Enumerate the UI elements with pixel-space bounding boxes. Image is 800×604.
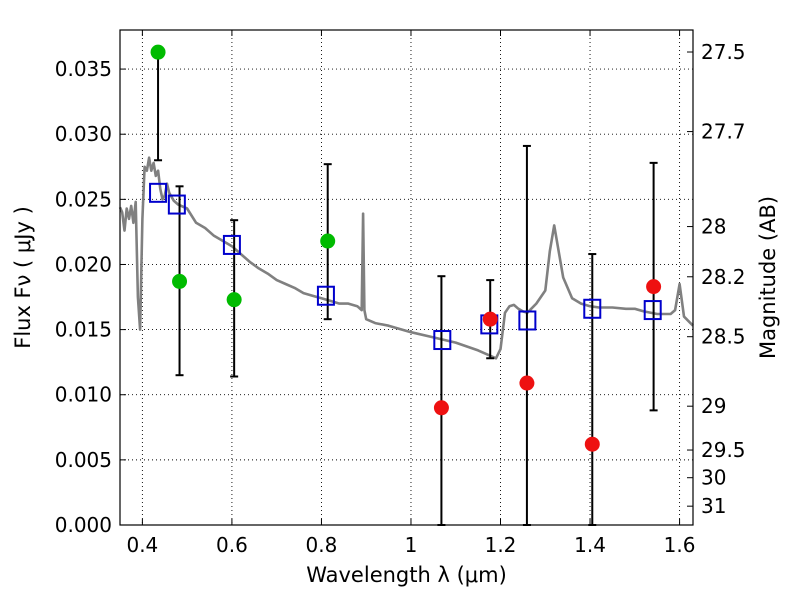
observed-points-layer <box>150 44 662 452</box>
x-tick-label: 1.2 <box>485 533 517 557</box>
y2-tick-label: 27.7 <box>701 120 746 144</box>
y2-tick-label: 29 <box>701 394 726 418</box>
y-tick-label: 0.020 <box>55 252 112 276</box>
y2-tick-label: 28.5 <box>701 325 746 349</box>
y-tick-label: 0.005 <box>55 448 112 472</box>
x-tick-label: 0.4 <box>126 533 158 557</box>
observed-point-red <box>482 311 498 327</box>
y2-tick-label: 31 <box>701 494 726 518</box>
observed-point-green <box>150 44 166 60</box>
observed-point-green <box>172 273 188 289</box>
y-tick-label: 0.015 <box>55 318 112 342</box>
model-photometry-box <box>149 182 168 203</box>
observed-point-red <box>584 436 600 452</box>
y-tick-label: 0.025 <box>55 187 112 211</box>
y2-axis-label: Magnitude (AB) <box>756 196 780 359</box>
x-tick-label: 1.4 <box>574 533 606 557</box>
sed-model-layer <box>118 156 694 360</box>
x-tick-label: 1.6 <box>664 533 696 557</box>
model-photometry-box <box>316 285 335 306</box>
observed-point-green <box>226 292 242 308</box>
plot-frame <box>119 29 694 526</box>
y-axis-label: Flux Fν ( μJy ) <box>11 206 35 349</box>
model-photometry-layer <box>149 182 662 351</box>
y2-tick-label: 29.5 <box>701 438 746 462</box>
x-tick-label: 1 <box>405 533 418 557</box>
x-axis-ticks: 0.4 0.6 0.8 1 1.2 1.4 1.6 <box>126 30 695 557</box>
y-tick-label: 0.010 <box>55 383 112 407</box>
observed-point-red <box>433 400 449 416</box>
grid-lines <box>120 30 693 526</box>
y-tick-label: 0.035 <box>55 57 112 81</box>
y2-tick-label: 27.5 <box>701 40 746 64</box>
observed-point-red <box>519 375 535 391</box>
errorbar-layer <box>154 51 658 526</box>
model-photometry-box <box>222 234 241 255</box>
x-tick-label: 0.8 <box>306 533 338 557</box>
y-tick-label: 0.000 <box>55 513 112 537</box>
x-tick-label: 0.6 <box>216 533 248 557</box>
y2-tick-label: 28 <box>701 215 726 239</box>
y-axis-ticks: 0.000 0.005 0.010 0.015 0.020 0.025 0.030 0.035 <box>55 57 126 537</box>
model-photometry-box <box>167 194 186 215</box>
y-tick-label: 0.030 <box>55 122 112 146</box>
model-photometry-box <box>583 298 602 319</box>
y2-axis-ticks: 27.5 27.7 28 28.2 28.5 29 29.5 30 31 <box>687 40 746 518</box>
y2-tick-label: 28.2 <box>701 265 746 289</box>
model-photometry-box <box>643 300 662 321</box>
model-photometry-box <box>518 310 537 331</box>
sed-model-curve <box>118 156 694 360</box>
model-photometry-box <box>433 330 452 351</box>
x-axis-label: Wavelength λ (μm) <box>306 563 507 587</box>
observed-point-red <box>646 279 662 295</box>
y2-tick-label: 30 <box>701 466 726 490</box>
observed-point-green <box>320 233 336 249</box>
